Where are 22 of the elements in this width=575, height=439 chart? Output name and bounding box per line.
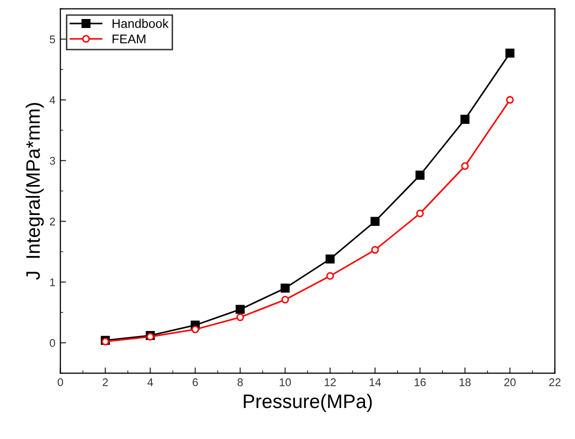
y-tick-label: 3 — [50, 156, 56, 165]
x-tick-label: 12 — [324, 378, 336, 386]
y-axis-title: J Integral(MPa*mm) — [26, 103, 44, 280]
x-tick-label: 0 — [58, 378, 64, 386]
y-tick-label: 5 — [50, 36, 56, 44]
x-axis-title: Pressure(MPa) — [244, 394, 372, 412]
y-tick-label: 1 — [50, 278, 55, 286]
x-tick-label: 8 — [238, 378, 243, 386]
x-tick-label: 16 — [414, 378, 426, 386]
legend-label: FEAM — [112, 34, 146, 44]
x-tick-label: 6 — [192, 378, 198, 386]
legend-label: Handbook — [112, 18, 169, 28]
x-tick-label: 20 — [504, 378, 516, 386]
y-tick-label: 2 — [50, 218, 55, 226]
x-tick-label: 14 — [370, 378, 381, 386]
y-tick-label: 0 — [50, 339, 56, 347]
x-tick-label: 2 — [102, 378, 108, 386]
x-tick-label: 4 — [147, 378, 154, 386]
x-tick-label: 10 — [280, 378, 291, 386]
x-tick-label: 18 — [460, 378, 471, 386]
y-tick-label: 4 — [50, 96, 56, 104]
x-tick-label: 22 — [549, 378, 560, 386]
